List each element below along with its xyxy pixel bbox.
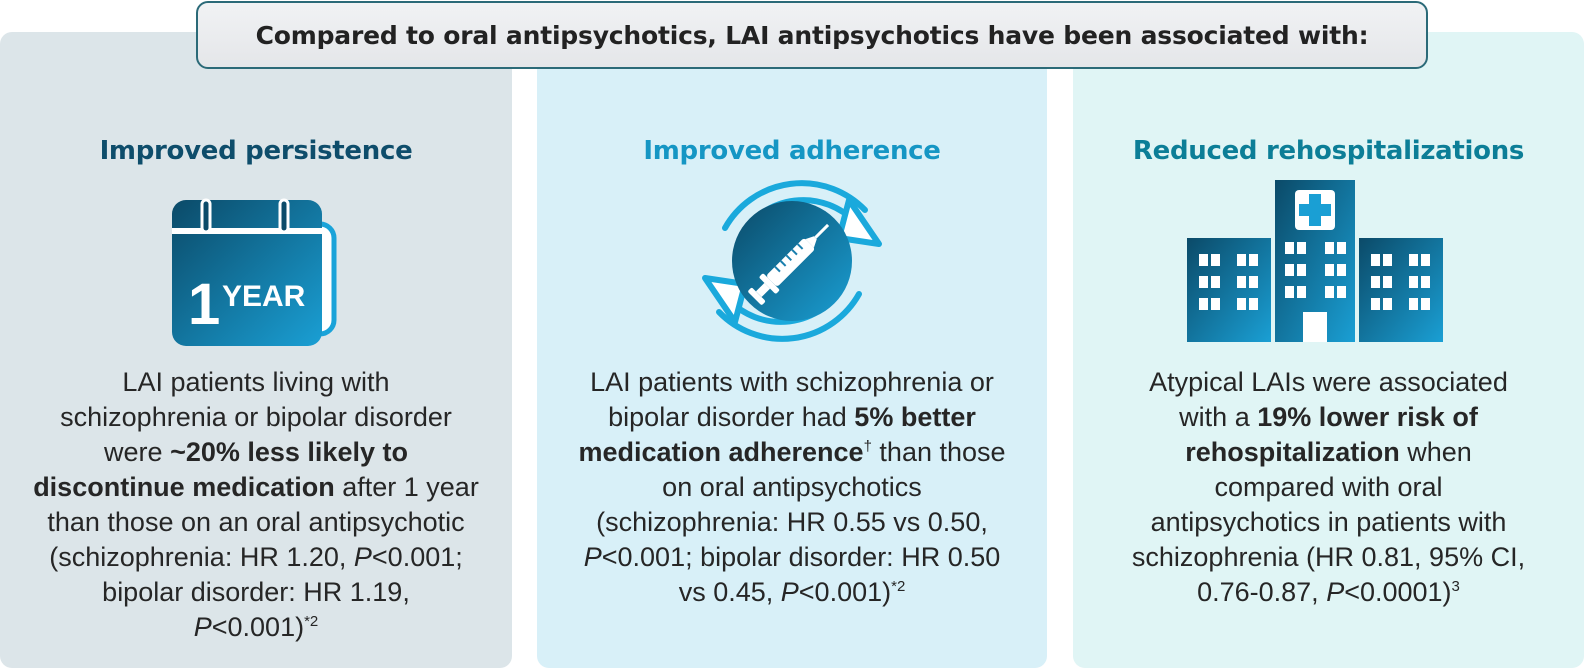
persistence-panel: Improved persistence 1 YEAR LAI pa — [0, 32, 512, 668]
panel-title: Improved adherence — [643, 136, 941, 166]
banner-text: Compared to oral antipsychotics, LAI ant… — [255, 20, 1369, 50]
footnote-marker: 3 — [1451, 578, 1460, 595]
text-line: (schizophrenia: HR 1.20, — [49, 542, 354, 572]
text-line: compared with oral — [1214, 472, 1443, 502]
highlight-text: 5% better — [854, 402, 976, 432]
p-label: P — [353, 542, 372, 572]
text-line: after 1 year — [334, 472, 479, 502]
header-banner: Compared to oral antipsychotics, LAI ant… — [196, 1, 1428, 69]
text-line: schizophrenia or bipolar disorder — [60, 402, 452, 432]
text-line: (schizophrenia: HR 0.55 vs 0.50, — [596, 507, 988, 537]
calendar-icon: 1 YEAR — [166, 166, 346, 346]
p-label: P — [1326, 577, 1345, 607]
footnote-marker: *2 — [304, 613, 319, 630]
panel-title: Improved persistence — [99, 136, 413, 166]
text-line: <0.001; — [371, 542, 463, 572]
text-line: bipolar disorder: HR 1.19, — [102, 577, 410, 607]
persistence-text: LAI patients living with schizophrenia o… — [14, 365, 498, 645]
highlight-text: 19% lower risk of — [1257, 402, 1478, 432]
rehospitalization-text: Atypical LAIs were associated with a 19%… — [1087, 365, 1570, 610]
hospital-icon — [1181, 172, 1471, 342]
text-line: were — [104, 437, 171, 467]
p-label: P — [583, 542, 602, 572]
highlight-text: ~20% less likely to — [170, 437, 408, 467]
calendar-unit: YEAR — [222, 280, 306, 313]
dagger-marker: † — [863, 438, 872, 455]
text-line: LAI patients with schizophrenia or — [590, 367, 994, 397]
text-line: antipsychotics in patients with — [1150, 507, 1507, 537]
text-line: than those on an oral antipsychotic — [47, 507, 465, 537]
text-line: Atypical LAIs were associated — [1149, 367, 1508, 397]
text-line: with a — [1179, 402, 1258, 432]
highlight-text: medication adherence — [578, 437, 864, 467]
text-line: vs 0.45, — [678, 577, 781, 607]
text-line: schizophrenia (HR 0.81, 95% CI, — [1131, 542, 1526, 572]
text-line: than those — [871, 437, 1006, 467]
highlight-text: rehospitalization — [1185, 437, 1400, 467]
footnote-marker: *2 — [891, 578, 906, 595]
text-line: <0.0001) — [1344, 577, 1452, 607]
text-line: <0.001; bipolar disorder: HR 0.50 — [601, 542, 1001, 572]
p-label: P — [193, 612, 212, 642]
text-line: <0.001) — [798, 577, 892, 607]
text-line: LAI patients living with — [122, 367, 390, 397]
highlight-text: discontinue medication — [33, 472, 335, 502]
p-label: P — [780, 577, 799, 607]
rehospitalization-panel: Reduced rehospitalizations — [1073, 32, 1584, 668]
syringe-cycle-icon — [679, 148, 905, 374]
text-line: bipolar disorder had — [608, 402, 855, 432]
calendar-number: 1 — [188, 272, 220, 337]
panel-title: Reduced rehospitalizations — [1132, 136, 1525, 166]
adherence-panel: Improved adherence — [537, 32, 1047, 668]
text-line: 0.76-0.87, — [1197, 577, 1327, 607]
text-line: when — [1399, 437, 1472, 467]
adherence-text: LAI patients with schizophrenia or bipol… — [551, 365, 1033, 610]
text-line: <0.001) — [211, 612, 305, 642]
text-line: on oral antipsychotics — [662, 472, 922, 502]
